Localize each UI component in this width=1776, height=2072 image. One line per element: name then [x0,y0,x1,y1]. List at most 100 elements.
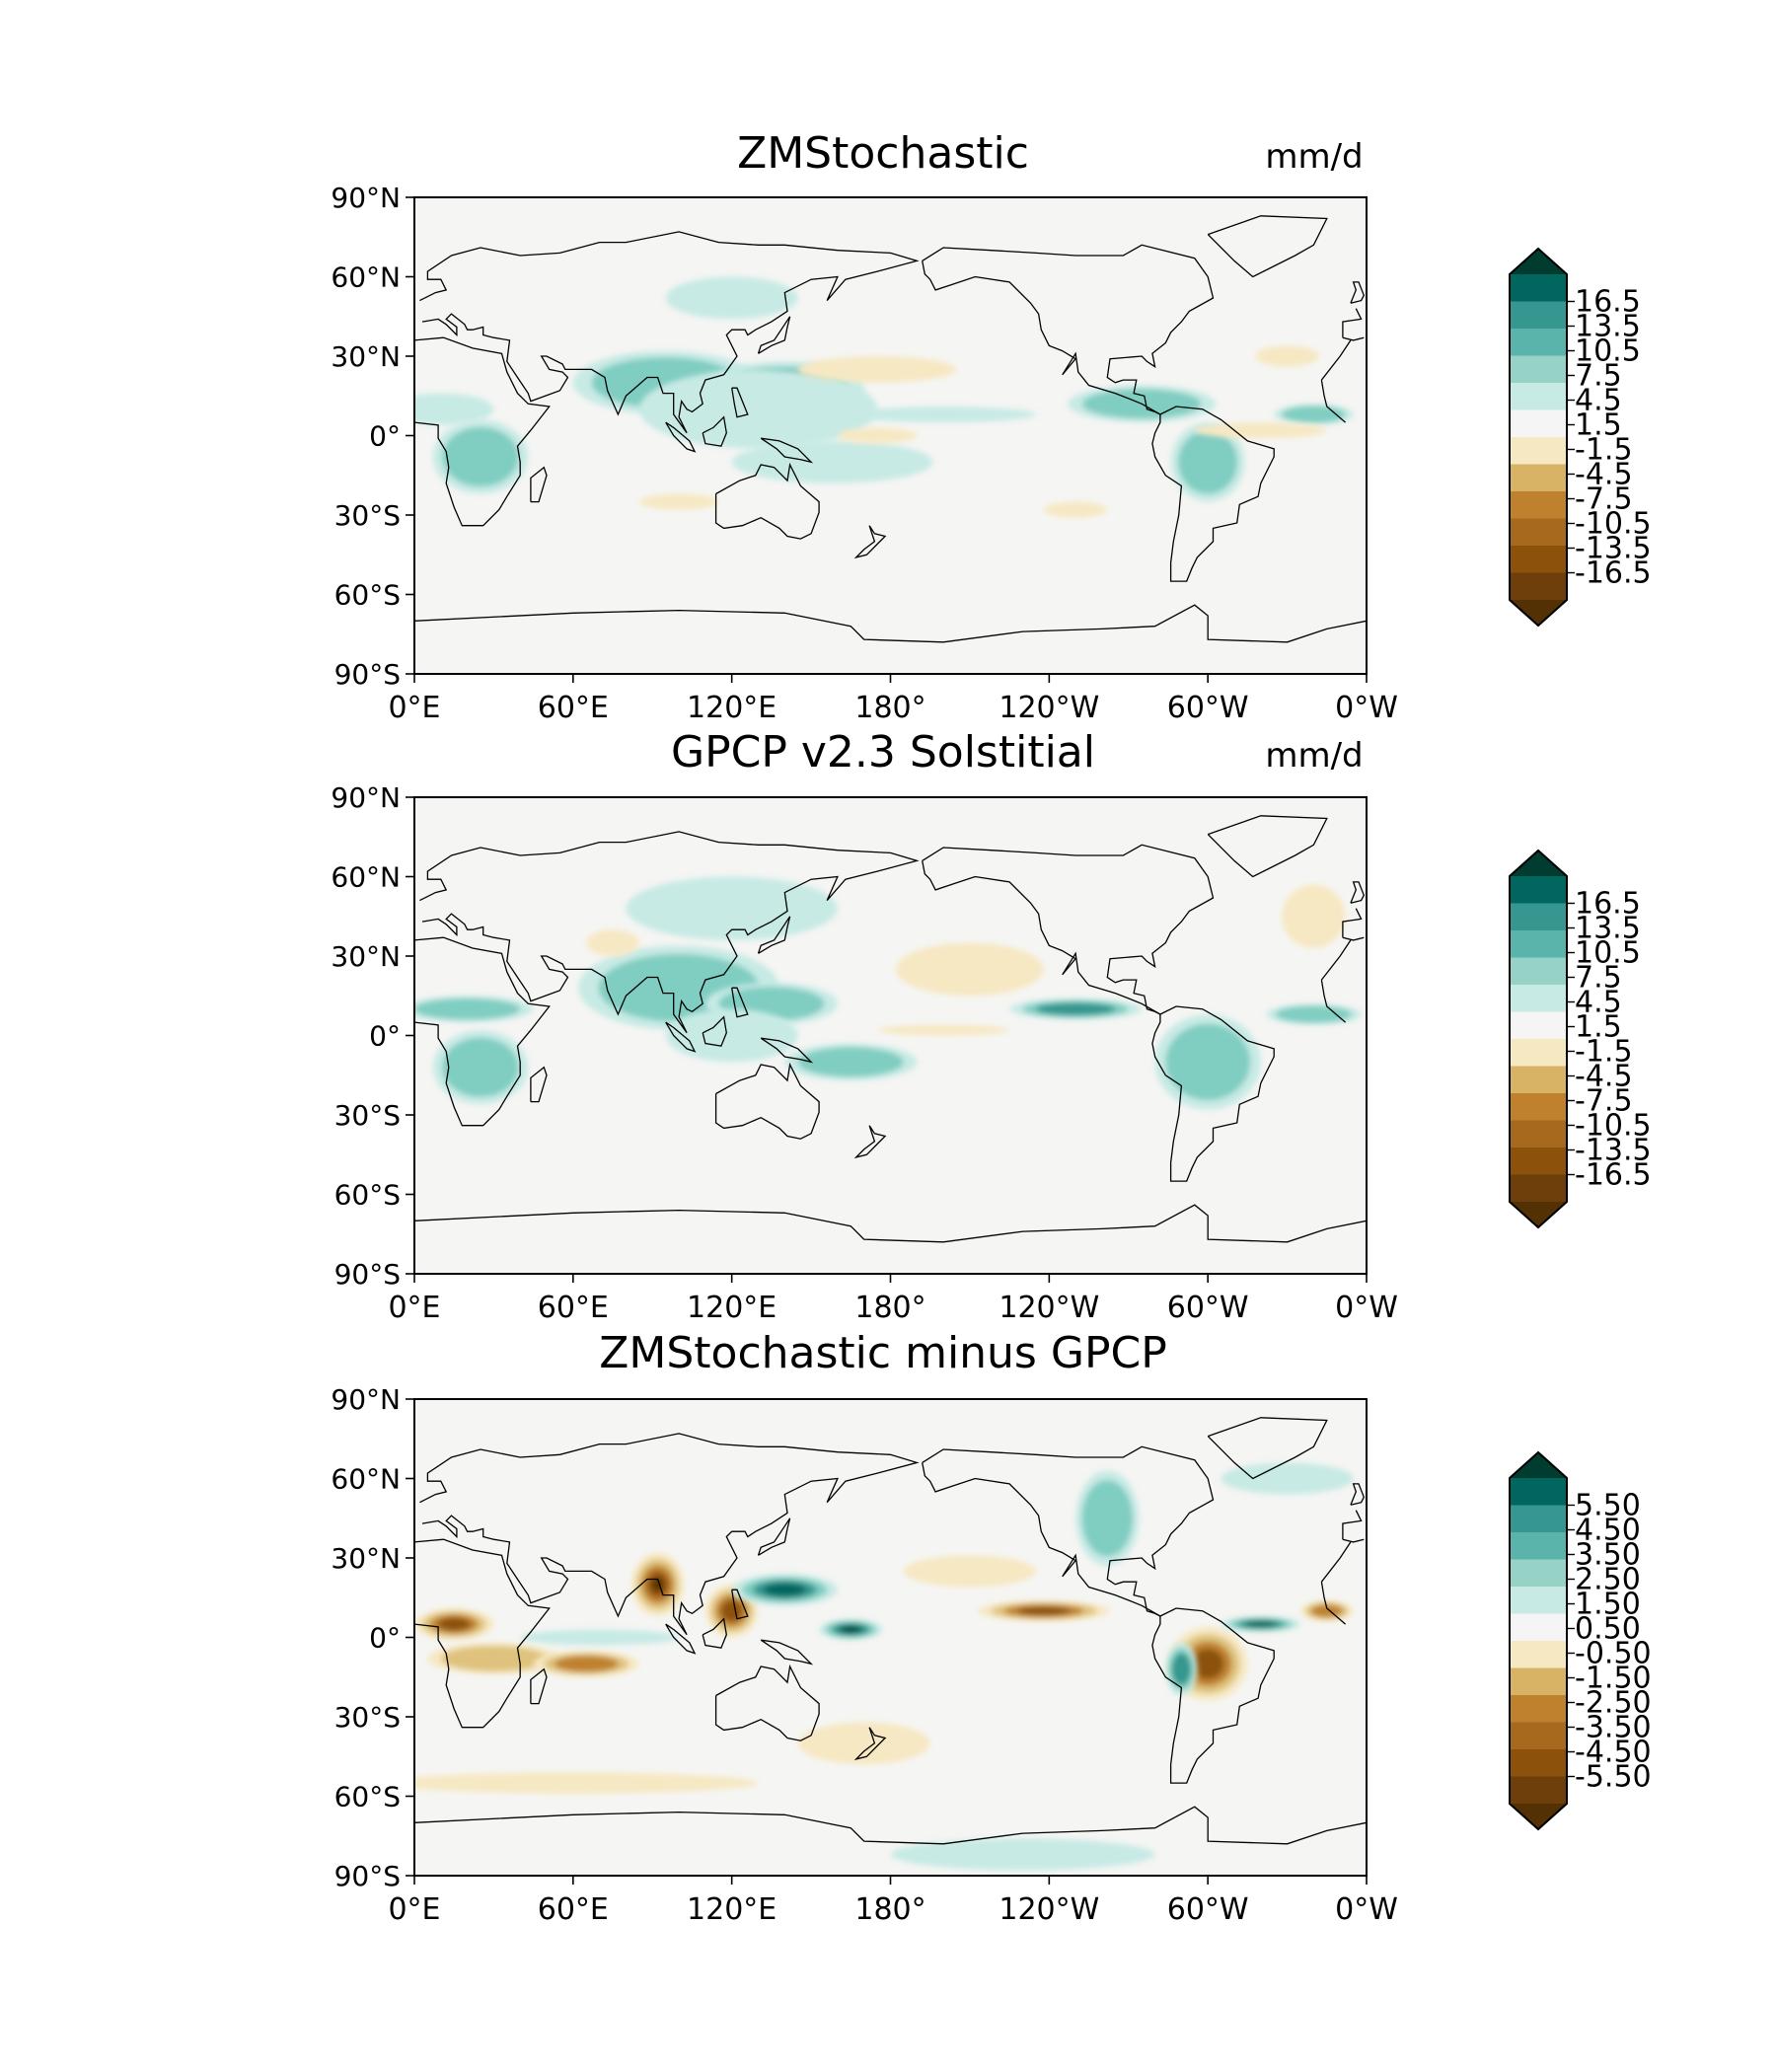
colorbar-extend-min [1510,600,1567,626]
colorbar-tick-label: -16.5 [1575,1158,1652,1193]
coastline-sumatra [665,1623,697,1655]
colorbar-outline [1509,1450,1568,1831]
colorbar-extend-min [1510,1202,1567,1227]
colorbar-tick-label: 3.50 [1575,1538,1641,1573]
lon-tick-label: 120°W [999,691,1099,725]
lat-axis: 90°N 60°N 30°N 0° 30°S 60°S 90°S [331,182,414,691]
precip-anomaly-dry [1299,1599,1354,1622]
precip-anomaly-dry [1255,345,1319,367]
precip-anomaly-wet [1009,998,1143,1020]
precip-anomaly-dry [1282,884,1346,948]
colorbar-band [1510,930,1567,958]
lon-tick-label: 120°W [999,1291,1099,1325]
lat-tick-label: 60°S [334,1781,401,1813]
precip-anomaly-wet [819,1618,883,1641]
lon-tick-label: 0°W [1335,691,1398,725]
colorbar-band [1510,1120,1567,1148]
coastline-borneo [702,1015,727,1047]
colorbar-tick-label: -16.5 [1575,556,1652,591]
precip-anomaly-dry [1194,422,1327,439]
coastline-borneo [702,1617,727,1649]
colorbar-band [1510,1667,1567,1696]
colorbar-tick-label: 7.5 [1575,359,1622,394]
precip-anomaly-wet [1274,404,1354,425]
colorbar-tick-label: -10.5 [1575,1109,1652,1144]
coastline-namerica [922,1445,1215,1617]
coastline-sumatra [665,421,697,453]
precip-anomaly-wet [665,276,798,320]
colorbar-band [1510,1039,1567,1067]
lon-axis: 0°E 60°E 120°E 180° 120°W 60°W 0°W [388,1876,1398,1927]
colorbar-tick-label: -4.5 [1575,1060,1633,1094]
colorbar-tick-label: 10.5 [1575,334,1641,369]
coastline-nz [853,1727,887,1761]
lon-tick-label: 180° [854,1291,925,1325]
lon-tick-label: 60°W [1167,1892,1249,1927]
coastline-japan [757,316,791,354]
coastline-newguinea [760,437,814,464]
colorbar-band [1510,464,1567,492]
lat-tick-label: 30°N [331,1542,401,1575]
precip-anomaly-wet [1266,1003,1362,1025]
lat-tick-label: 60°N [331,261,401,294]
colorbar-tick-label: 5.50 [1575,1489,1641,1523]
colorbar-band [1510,1776,1567,1805]
colorbar-tick-label: 4.5 [1575,986,1622,1020]
panel-title: GPCP v2.3 Solstitial [671,727,1095,777]
lon-tick-label: 120°E [687,1892,777,1927]
colorbar-band [1510,1011,1567,1040]
colorbar-band [1510,1093,1567,1121]
colorbar-extend-min [1510,1804,1567,1829]
coastline-namerica [922,844,1215,1015]
colorbar-tick-label: 4.50 [1575,1514,1641,1548]
coastline-namerica [922,244,1215,415]
panel-title: ZMStochastic minus GPCP [599,1328,1166,1378]
coastline-philippines [731,387,749,418]
coastlines [414,215,1367,643]
precip-anomaly-dry [586,929,639,956]
colorbar-tick-label: 10.5 [1575,936,1641,971]
map-panel-gpcp: GPCP v2.3 Solstitial mm/d 90°N 60°N 30°N 0°… [331,727,1651,1325]
coastline-madagascar [530,1667,548,1705]
lat-tick-label: 60°S [334,1179,401,1212]
coastline-antarctica [414,1204,1367,1243]
coastlines [414,815,1367,1243]
precip-anomaly-dry [414,1772,759,1794]
precip-anomaly-wet [1154,1014,1261,1110]
lat-tick-label: 30°N [331,940,401,973]
colorbar-tick-label: -13.5 [1575,1134,1652,1168]
map-panel-zmstochastic: ZMStochastic mm/d 90°N 60°N 30°N 0° 30°S 60°S… [331,128,1651,725]
lat-tick-label: 30°S [334,499,401,532]
colorbar-band [1510,1613,1567,1642]
lon-tick-label: 60°E [538,1291,609,1325]
coastline-borneo [702,415,727,447]
lon-tick-label: 0°E [388,1291,440,1325]
lat-axis: 90°N 60°N 30°N 0° 30°S 60°S 90°S [331,781,414,1291]
colorbar-band [1510,518,1567,547]
colorbar-tick-label: 1.5 [1575,1010,1622,1045]
coastline-madagascar [530,1066,548,1103]
colorbar-band [1510,329,1567,356]
precip-anomaly-wet [414,996,534,1023]
colorbar: 5.504.503.502.501.500.50-0.50-1.50-2.50-… [1509,1450,1652,1831]
colorbar-tick-label: 2.50 [1575,1563,1641,1597]
colorbar-band [1510,1749,1567,1777]
colorbar-band [1510,437,1567,465]
lon-tick-label: 0°W [1335,1892,1398,1927]
map-area [413,796,1368,1275]
lon-tick-label: 180° [854,691,925,725]
coastline-africa [414,1538,1352,1729]
colorbar-tick-label: 0.50 [1575,1612,1641,1647]
colorbar-band [1510,491,1567,519]
precip-anomaly-wet [784,1043,918,1081]
coastline-philippines [731,1589,749,1620]
coastline-eurasia [419,231,1365,434]
precip-anomaly-dry [977,1599,1110,1622]
units-label: mm/d [1265,736,1363,776]
panel-title: ZMStochastic [737,128,1029,179]
coastline-uk [1350,1483,1366,1506]
lon-tick-label: 60°E [538,691,609,725]
precip-anomaly-wet [520,1629,680,1646]
lon-tick-label: 120°E [687,691,777,725]
